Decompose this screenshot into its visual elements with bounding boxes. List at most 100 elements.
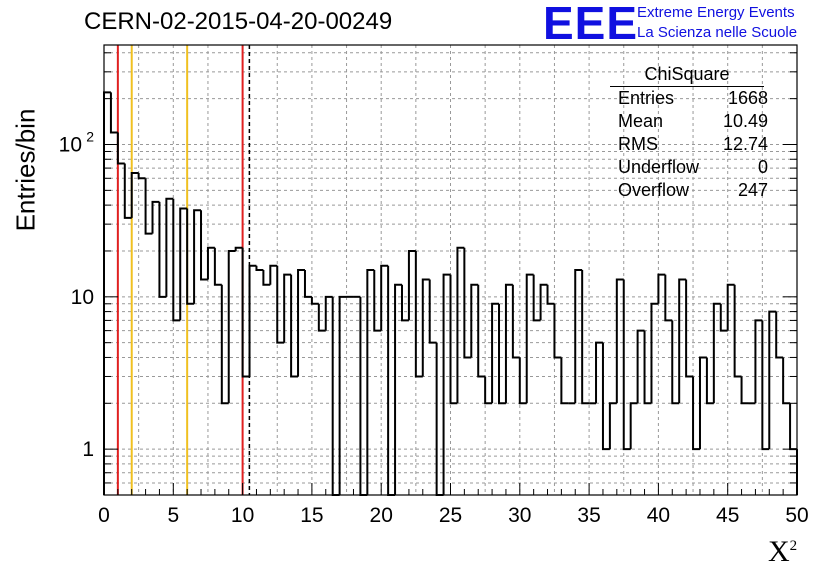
histogram-bin: [262, 270, 271, 286]
histogram-bin: [608, 402, 617, 450]
run-title: CERN-02-2015-04-20-00249: [84, 8, 393, 35]
histogram-bin: [172, 198, 181, 322]
histogram-bin: [532, 274, 541, 322]
histogram-bin: [664, 274, 673, 322]
histogram-bin: [650, 302, 659, 404]
histogram-bin: [782, 357, 791, 405]
histogram-bin: [407, 249, 416, 321]
stats-label: Entries: [618, 88, 675, 108]
stats-label: Overflow: [618, 180, 690, 200]
histogram-bin: [733, 284, 742, 378]
histogram-bin: [622, 279, 631, 451]
histogram-bin: [636, 329, 645, 404]
histogram-bin: [761, 320, 770, 451]
histogram-bin: [200, 210, 208, 281]
histogram-bin: [678, 278, 687, 404]
histogram-bin: [248, 264, 257, 377]
histogram-bin: [643, 330, 652, 405]
histogram-bin: [671, 320, 680, 405]
histogram-bin: [498, 303, 506, 405]
y-tick-label: 10: [71, 286, 94, 309]
histogram-bin: [456, 246, 465, 404]
histogram-bin: [712, 302, 721, 404]
stats-value: 247: [737, 180, 768, 200]
histogram-bin: [206, 246, 215, 280]
histogram-bin: [387, 265, 396, 496]
histogram-bin: [151, 200, 160, 234]
histogram-bin: [366, 269, 375, 495]
histogram-bin: [685, 279, 694, 378]
histogram-bin: [435, 342, 444, 496]
histogram-bin: [103, 91, 111, 495]
histogram-bin: [158, 201, 167, 298]
y-tick-label-sup: 2: [86, 128, 94, 144]
histogram-bin: [186, 208, 195, 305]
histogram-bin: [477, 284, 486, 378]
histogram-bin: [525, 273, 534, 404]
histogram-bin: [227, 249, 236, 404]
histogram-bin: [518, 357, 527, 405]
histogram-bin: [553, 303, 562, 359]
histogram-bin: [546, 284, 555, 305]
stats-box: ChiSquare Entries 1668 Mean 10.49 RMS 12.74…: [610, 63, 772, 202]
histogram-bin: [705, 357, 714, 405]
histogram-bin: [692, 376, 700, 451]
histogram-bin: [123, 163, 132, 219]
histogram-bin: [234, 246, 243, 251]
histogram-bin: [463, 247, 472, 359]
x-tick-label: 45: [716, 504, 739, 527]
histogram-bin: [574, 269, 583, 404]
histogram-bin: [470, 283, 479, 358]
histogram-bin: [255, 265, 264, 271]
histogram-bin: [109, 92, 118, 134]
histogram-bin: [213, 247, 222, 286]
logo-mark: EEE: [543, 0, 639, 49]
histogram-bin: [726, 283, 735, 331]
histogram-bin: [719, 303, 728, 332]
histogram-bin: [310, 296, 319, 305]
y-tick-label: 1: [82, 438, 94, 461]
stats-value: 12.74: [722, 134, 768, 154]
y-tick-label: 10: [59, 133, 82, 156]
x-tick-label: 50: [785, 504, 808, 527]
stats-row: Mean 10.49: [610, 110, 772, 133]
histogram-bin: [324, 295, 333, 331]
x-tick-label: 10: [231, 504, 254, 527]
histogram-bin: [241, 247, 250, 378]
histogram-bin: [511, 284, 520, 359]
histogram-bin: [414, 250, 423, 378]
stats-row: Entries 1668: [610, 87, 772, 110]
histogram-bin: [442, 273, 451, 495]
histogram-bin: [581, 270, 590, 405]
histogram-bin: [338, 295, 347, 495]
histogram-bin: [428, 279, 437, 344]
histogram-bin: [740, 376, 749, 405]
stats-row: Overflow 247: [610, 179, 772, 202]
x-tick-label: 35: [577, 504, 600, 527]
histogram-bin: [290, 274, 299, 378]
x-tick-label: 5: [167, 504, 179, 527]
histogram-bin: [380, 264, 389, 331]
y-axis-label: Entries/bin: [10, 108, 41, 232]
histogram-bin: [144, 178, 153, 235]
histogram-bin: [595, 341, 603, 404]
stats-label: Mean: [618, 111, 664, 131]
x-tick-label: 40: [647, 504, 670, 527]
histogram-bin: [629, 402, 638, 450]
histogram-bin: [317, 303, 326, 332]
logo-text-line-2: La Scienza nelle Scuole: [637, 24, 798, 41]
x-tick-label: 0: [98, 504, 110, 527]
histogram-bin: [165, 197, 174, 297]
x-tick-label: 15: [300, 504, 323, 527]
eee-logo: EEE Extreme Energy Events La Scienza nel…: [543, 0, 833, 49]
x-axis-label-sup: 2: [789, 538, 798, 554]
stats-title: ChiSquare: [610, 63, 764, 87]
histogram-bin: [698, 356, 707, 450]
histogram-bin: [303, 270, 312, 298]
histogram-bin: [193, 209, 202, 304]
histogram-bin: [297, 269, 305, 377]
histogram-bin: [504, 283, 513, 404]
histogram-bin: [601, 342, 610, 451]
histogram-bin: [789, 403, 797, 451]
stats-row: RMS 12.74: [610, 133, 772, 156]
